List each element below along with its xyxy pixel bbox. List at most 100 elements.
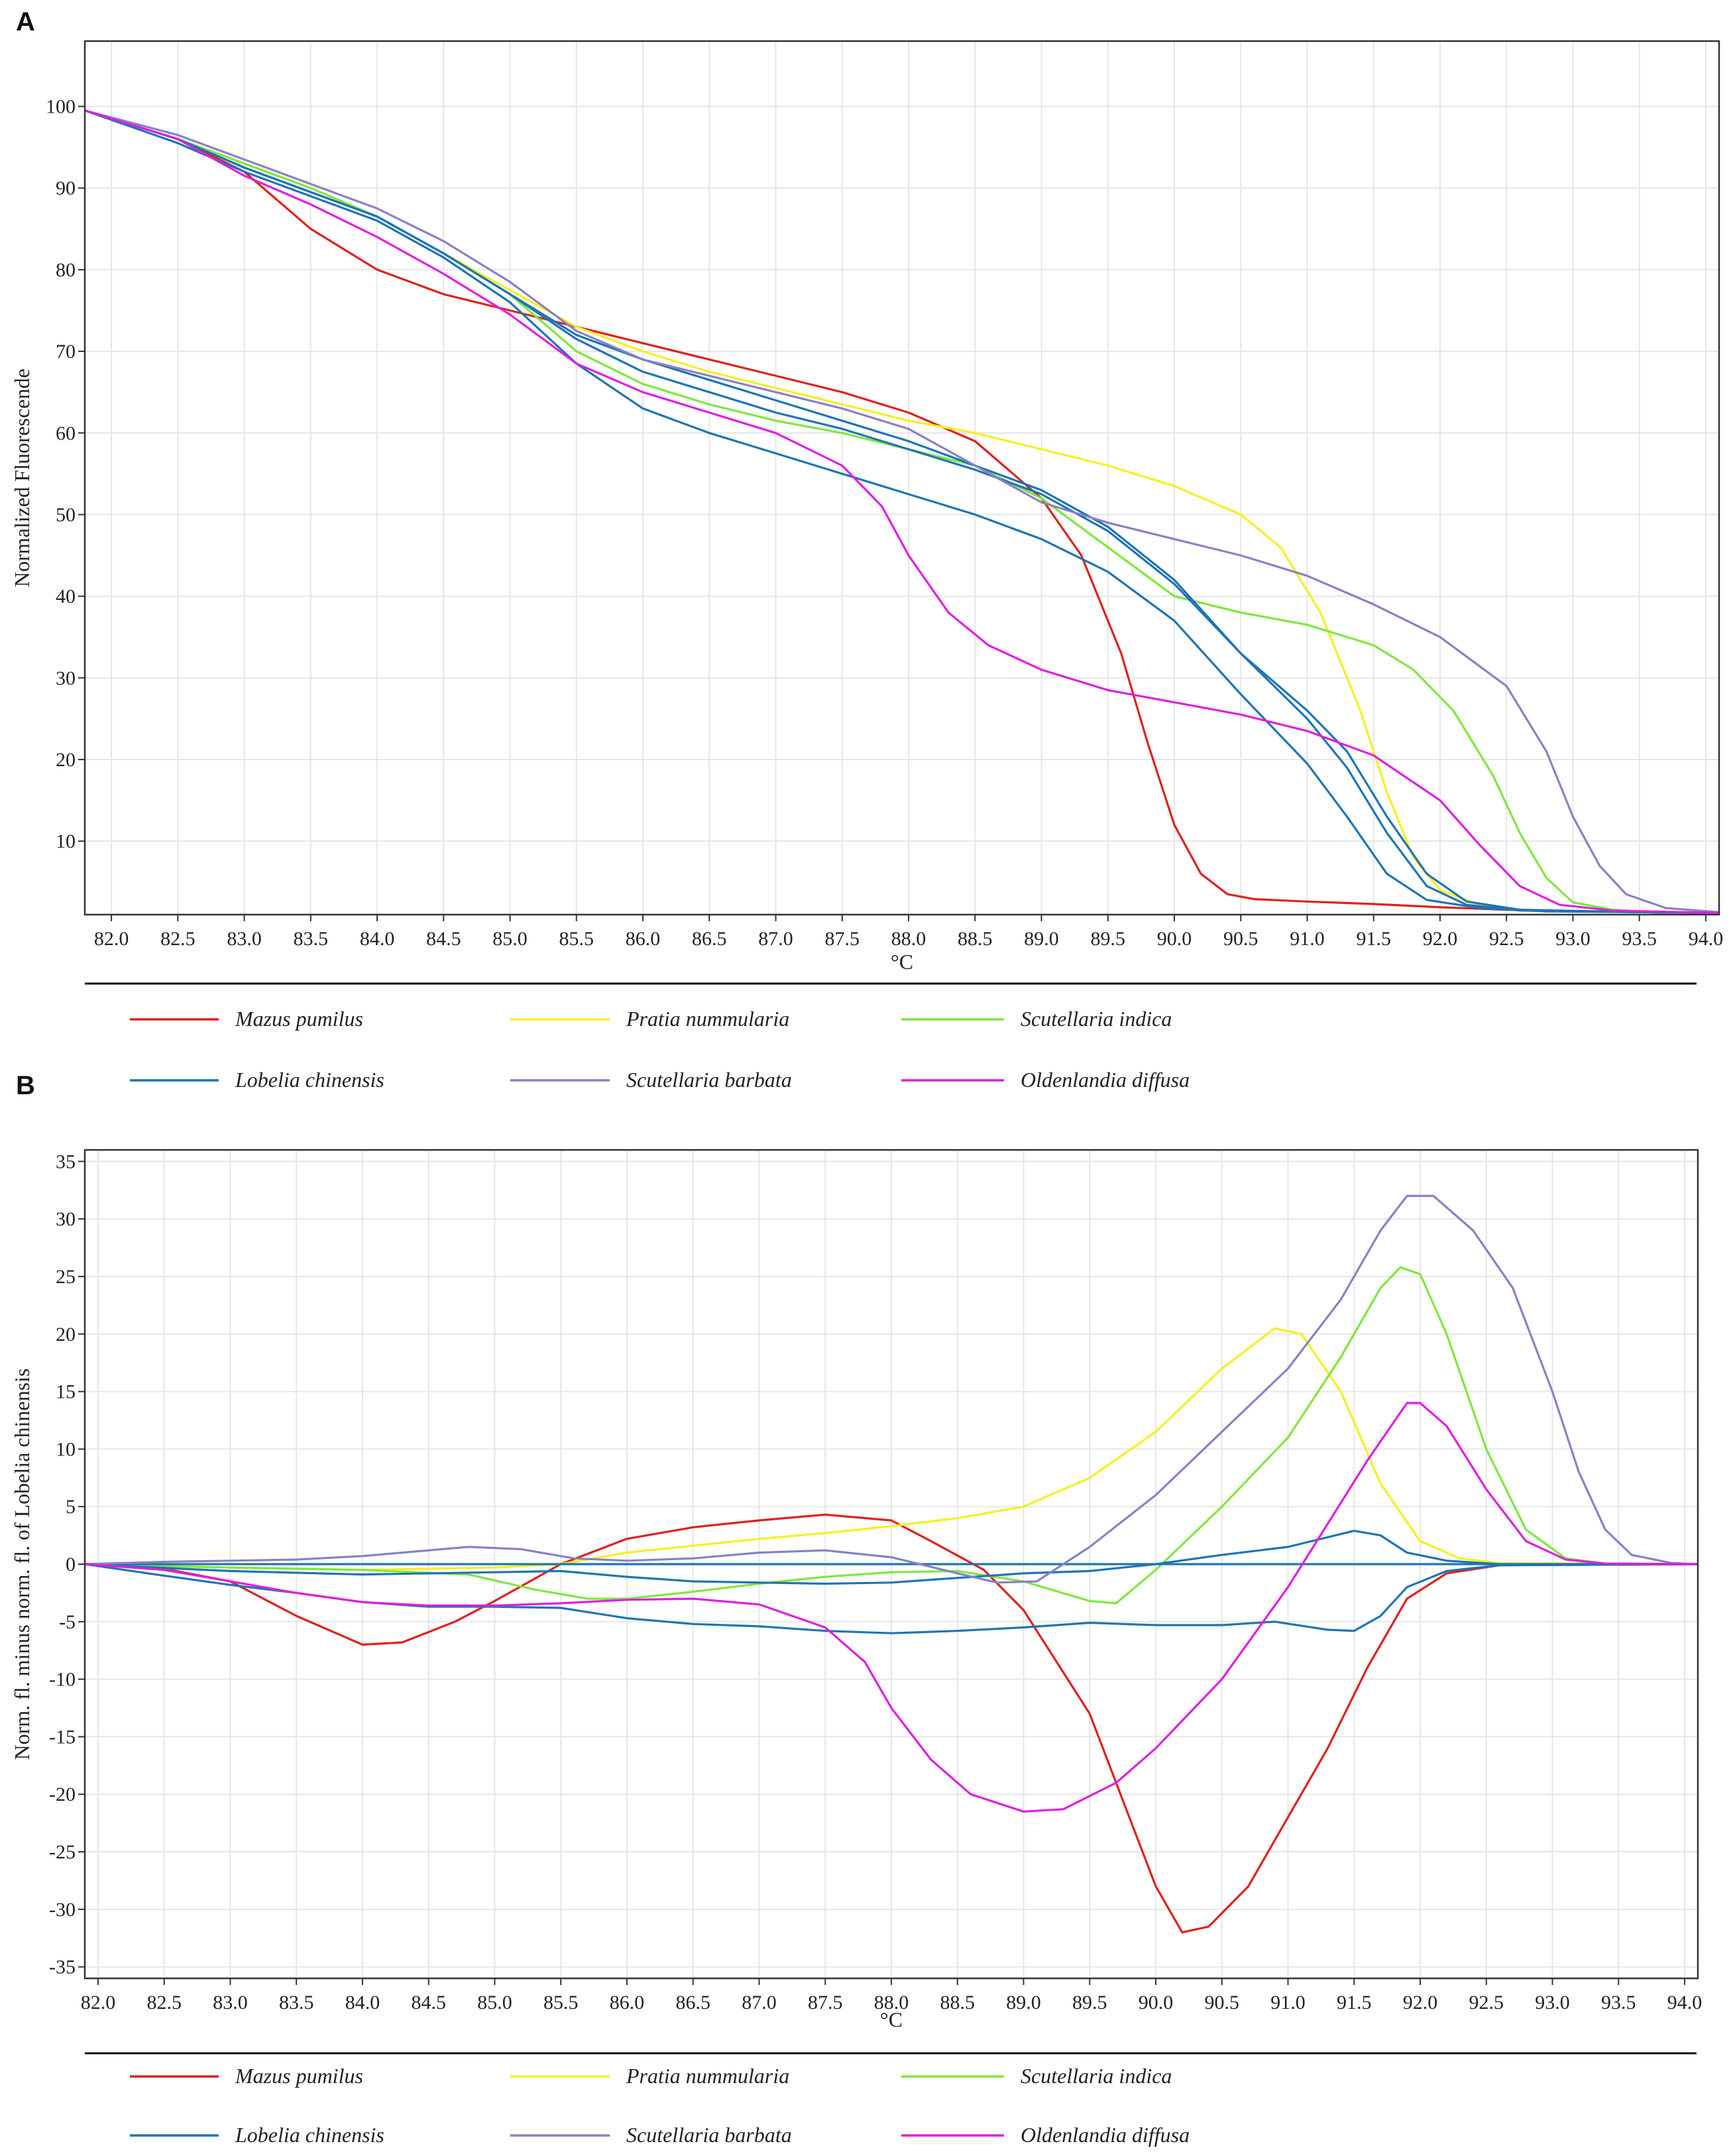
y-tick-label: 20 [56, 1324, 76, 1345]
y-tick-label: 0 [66, 1554, 76, 1575]
series-line-scutellaria-barbata [85, 1194, 1698, 1584]
legend-label: Oldenlandia diffusa [1021, 2123, 1190, 2147]
x-tick-label: 85.0 [477, 1992, 512, 2014]
legend-item-lobelia-chinensis: Lobelia chinensis [130, 2123, 384, 2147]
y-tick-label: 40 [56, 586, 76, 608]
legend-label: Pratia nummularia [626, 1007, 789, 1031]
x-tick-label: 89.5 [1072, 1992, 1107, 2014]
legend-item-pratia-nummularia: Pratia nummularia [510, 1007, 789, 1031]
x-axis-label: °C [880, 2008, 903, 2031]
y-axis-label: Normalized Fluorescende [10, 369, 34, 587]
x-tick-label: 94.0 [1667, 1992, 1703, 2014]
x-tick-label: 84.5 [426, 928, 461, 950]
legend-item-scutellaria-barbata: Scutellaria barbata [510, 1068, 792, 1092]
x-tick-label: 86.5 [675, 1992, 710, 2014]
y-tick-label: -15 [49, 1726, 76, 1748]
x-tick-label: 86.0 [610, 1992, 645, 2014]
series-group [85, 1194, 1698, 1934]
x-tick-label: 85.5 [543, 1992, 579, 2014]
x-tick-label: 87.5 [808, 1992, 843, 2014]
legend-item-mazus-pumilus: Mazus pumilus [130, 2064, 363, 2088]
y-tick-label: 70 [56, 341, 76, 363]
x-tick-label: 85.0 [492, 928, 528, 950]
y-tick-label: 10 [56, 1438, 76, 1460]
y-tick-label: 15 [56, 1381, 76, 1403]
y-tick-label: 90 [56, 178, 76, 199]
legend-label: Scutellaria barbata [626, 1068, 792, 1092]
x-tick-label: 93.0 [1535, 1992, 1570, 2014]
x-tick-label: 92.0 [1403, 1992, 1438, 2014]
x-tick-label: 90.5 [1223, 928, 1258, 950]
y-tick-label: -35 [49, 1957, 76, 1978]
x-tick-label: 85.5 [559, 928, 594, 950]
x-tick-label: 90.0 [1157, 928, 1192, 950]
series-line-oldenlandia-diffusa [85, 109, 1719, 915]
legend-item-scutellaria-barbata: Scutellaria barbata [510, 2123, 792, 2147]
x-tick-label: 84.0 [360, 928, 395, 950]
x-tick-label: 91.5 [1337, 1992, 1372, 2014]
legend-item-lobelia-chinensis: Lobelia chinensis [130, 1068, 384, 1092]
legend-label: Scutellaria indica [1021, 2064, 1172, 2088]
series-line-scutellaria-barbata [85, 109, 1719, 913]
legend-item-oldenlandia-diffusa: Oldenlandia diffusa [901, 2123, 1190, 2147]
y-tick-label: -30 [49, 1899, 76, 1921]
y-tick-label: 50 [56, 504, 76, 526]
series-line-lobelia-chinensis-3 [85, 109, 1719, 915]
y-axis: 10 20 30 40 50 60 70 80 90 100 [46, 96, 85, 852]
x-tick-label: 89.0 [1006, 1992, 1041, 2014]
x-tick-label: 87.0 [742, 1992, 777, 2014]
legend-item-pratia-nummularia: Pratia nummularia [510, 2064, 789, 2088]
plot-area [85, 41, 1719, 915]
x-tick-label: 89.0 [1024, 928, 1059, 950]
panel-a: A 82.0 82.5 83.0 83.5 84.0 84.5 85.0 85.5 86.0 86.… [10, 7, 1723, 1092]
x-tick-label: 91.0 [1270, 1992, 1306, 2014]
x-tick-label: 82.0 [94, 928, 129, 950]
x-tick-label: 83.5 [279, 1992, 314, 2014]
y-tick-label: 60 [56, 422, 76, 444]
x-tick-label: 83.0 [227, 928, 262, 950]
legend-item-scutellaria-indica: Scutellaria indica [901, 1007, 1172, 1031]
legend-label: Mazus pumilus [235, 2064, 363, 2088]
x-tick-label: 83.5 [294, 928, 329, 950]
y-tick-label: 80 [56, 259, 76, 281]
x-tick-label: 92.5 [1489, 928, 1524, 950]
x-tick-label: 82.0 [81, 1992, 116, 2014]
panel-letter: B [16, 1071, 35, 1100]
y-tick-label: 25 [56, 1266, 76, 1288]
legend-label: Lobelia chinensis [235, 2123, 384, 2147]
legend-label: Lobelia chinensis [235, 1068, 384, 1092]
y-tick-label: -25 [49, 1841, 76, 1863]
x-tick-label: 91.5 [1356, 928, 1391, 950]
x-tick-label: 91.0 [1290, 928, 1325, 950]
x-tick-label: 90.0 [1139, 1992, 1174, 2014]
x-tick-label: 90.5 [1205, 1992, 1240, 2014]
x-tick-label: 84.5 [411, 1992, 446, 2014]
y-tick-label: -5 [59, 1611, 76, 1633]
plot-frame [84, 40, 1720, 916]
x-tick-label: 82.5 [146, 1992, 182, 2014]
series-line-oldenlandia-diffusa [85, 1402, 1698, 1813]
x-tick-label: 87.0 [758, 928, 793, 950]
series-line-lobelia-chinensis [85, 109, 1719, 915]
legend-label: Scutellaria barbata [626, 2123, 792, 2147]
x-tick-label: 88.0 [891, 928, 926, 950]
x-tick-label: 89.5 [1091, 928, 1126, 950]
legend-item-oldenlandia-diffusa: Oldenlandia diffusa [901, 1068, 1190, 1092]
x-tick-label: 93.5 [1622, 928, 1657, 950]
legend-label: Pratia nummularia [626, 2064, 789, 2088]
series-line-mazus-pumilus [85, 1513, 1698, 1934]
y-tick-label: 30 [56, 1208, 76, 1230]
panel-letter: A [16, 7, 35, 36]
y-tick-label: -20 [49, 1784, 76, 1805]
x-tick-label: 92.0 [1423, 928, 1458, 950]
x-tick-label: 84.0 [345, 1992, 380, 2014]
panel-b: B 82.0 82.5 83.0 83.5 84.0 84.5 85.0 85.5 86.0 86.… [10, 1071, 1702, 2147]
legend-label: Mazus pumilus [235, 1007, 363, 1031]
x-axis: 82.0 82.5 83.0 83.5 84.0 84.5 85.0 85.5 86.0 86.5… [81, 1978, 1703, 2014]
series-line-pratia-nummularia [85, 1327, 1698, 1571]
x-tick-label: 94.0 [1689, 928, 1724, 950]
x-tick-label: 88.5 [940, 1992, 976, 2014]
y-axis-label: Norm. fl. minus norm. fl. of Lobelia chi… [10, 1368, 34, 1760]
legend: Mazus pumilus Pratia nummularia Scutellari… [130, 2064, 1190, 2147]
x-tick-label: 83.0 [213, 1992, 248, 2014]
